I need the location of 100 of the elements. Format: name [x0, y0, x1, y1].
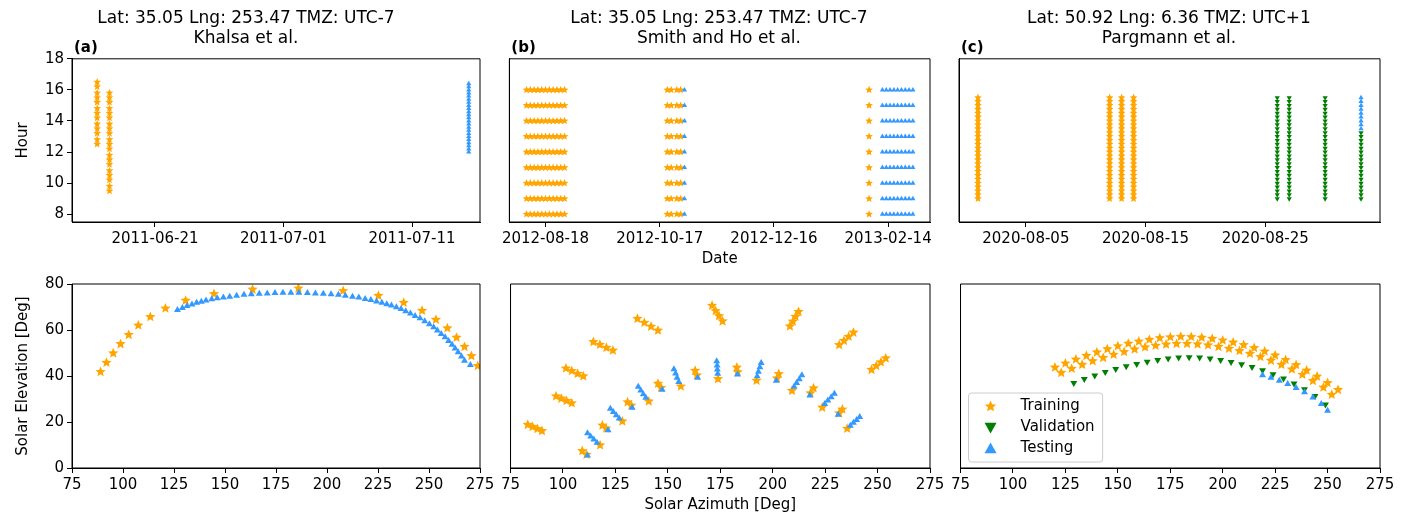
- point: [105, 140, 114, 148]
- point: [1318, 382, 1329, 392]
- point: [378, 298, 386, 305]
- y-tick-label: 18: [44, 48, 64, 67]
- point: [233, 291, 241, 298]
- x-tick-label: 125: [1051, 474, 1080, 493]
- point: [1133, 362, 1141, 369]
- point: [398, 297, 409, 307]
- point: [1066, 363, 1077, 374]
- point: [1358, 102, 1364, 107]
- x-axis-title: Solar Azimuth [Deg]: [644, 494, 797, 513]
- point: [1087, 355, 1098, 366]
- text: (b): [511, 38, 536, 57]
- point: [361, 294, 369, 301]
- point: [1358, 106, 1364, 111]
- point: [1181, 338, 1193, 349]
- point: [1228, 337, 1239, 347]
- y-tick-label: 10: [44, 173, 64, 192]
- x-axis-title: Date: [701, 248, 738, 267]
- x-tick-label: 200: [758, 474, 788, 493]
- x-tick-label: 2020-08-05: [982, 228, 1070, 247]
- point: [1112, 340, 1123, 351]
- x-tick-label: 275: [1365, 474, 1395, 493]
- point: [1290, 359, 1302, 370]
- point: [1284, 380, 1292, 387]
- chart-subtitle: Pargmann et al.: [1101, 27, 1237, 48]
- point: [1080, 376, 1088, 383]
- point: [93, 93, 102, 101]
- point: [1143, 359, 1151, 366]
- point: [105, 171, 114, 179]
- x-tick-label: 2020-08-25: [1221, 228, 1309, 247]
- point: [1280, 354, 1291, 365]
- point: [821, 400, 829, 407]
- point: [105, 160, 114, 168]
- point: [806, 391, 814, 398]
- point: [1098, 352, 1109, 363]
- x-tick-label: 250: [414, 474, 444, 493]
- y-axis-title: Solar Elevation [Deg]: [12, 296, 31, 456]
- x-tick-label: 200: [1208, 474, 1238, 493]
- point: [287, 288, 295, 295]
- y-tick-label: 80: [44, 273, 64, 292]
- x-tick-label: 100: [548, 474, 578, 493]
- point: [105, 120, 114, 128]
- point: [101, 357, 112, 368]
- point: [1358, 98, 1364, 104]
- x-tick-label: 275: [465, 474, 495, 493]
- point: [1150, 340, 1161, 351]
- point: [466, 360, 474, 367]
- point: [1249, 342, 1260, 353]
- point: [425, 320, 433, 327]
- point: [1326, 389, 1337, 399]
- point: [115, 338, 126, 349]
- point: [1139, 341, 1151, 352]
- point: [319, 289, 327, 296]
- point: [1234, 345, 1245, 356]
- point: [93, 104, 102, 112]
- chart-title: Lat: 35.05 Lng: 253.47 TMZ: UTC-7: [97, 6, 395, 27]
- point: [178, 303, 186, 310]
- point: [341, 291, 349, 298]
- point: [430, 314, 442, 325]
- x-tick-label: 250: [1313, 474, 1342, 493]
- y-axis-title: Hour: [12, 121, 31, 159]
- point: [1255, 351, 1266, 362]
- point: [1227, 359, 1235, 366]
- point: [1238, 362, 1246, 369]
- point: [105, 104, 114, 112]
- point: [1322, 377, 1333, 388]
- point: [1056, 367, 1067, 378]
- point: [1238, 339, 1249, 350]
- point: [1122, 364, 1130, 371]
- x-tick-label: 150: [653, 474, 683, 493]
- x-tick-label: 100: [998, 474, 1028, 493]
- x-tick-label: 150: [210, 474, 240, 493]
- point: [421, 317, 429, 324]
- point: [255, 289, 263, 296]
- point: [1202, 339, 1214, 350]
- x-tick-label: 100: [108, 474, 138, 493]
- x-tick-label: 2011-07-11: [368, 228, 456, 247]
- point: [1207, 333, 1218, 344]
- point: [202, 296, 210, 303]
- point: [1070, 380, 1078, 387]
- point: [105, 109, 114, 117]
- point: [105, 151, 114, 159]
- point: [1196, 332, 1207, 342]
- point: [373, 290, 384, 301]
- x-tick-label: 225: [1260, 474, 1290, 493]
- point: [1119, 346, 1130, 357]
- point: [1060, 357, 1071, 368]
- x-tick-label: 2012-12-16: [730, 228, 818, 247]
- point: [219, 293, 227, 300]
- point: [1112, 367, 1120, 374]
- point: [145, 311, 156, 322]
- point: [388, 301, 395, 308]
- point: [1123, 338, 1134, 348]
- x-tick-label: 250: [863, 474, 892, 493]
- y-tick-label: 14: [44, 110, 64, 129]
- y-tick-label: 8: [54, 204, 64, 223]
- chart-title: Lat: 50.92 Lng: 6.36 TMZ: UTC+1: [1027, 6, 1311, 27]
- point: [160, 302, 171, 313]
- point: [108, 347, 119, 358]
